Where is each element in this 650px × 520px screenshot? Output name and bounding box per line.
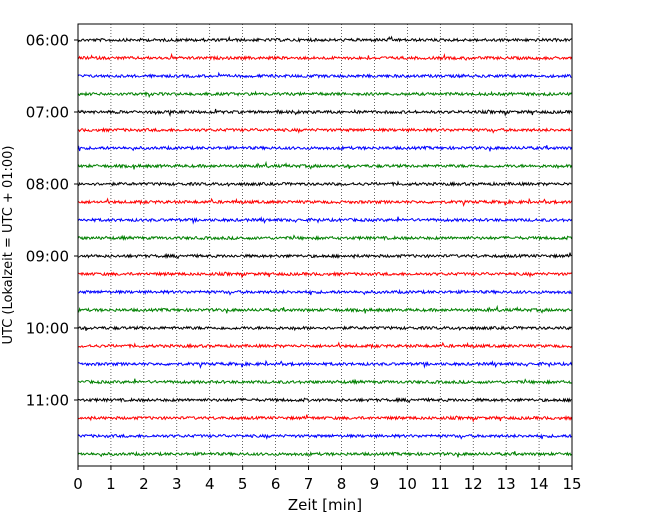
plot-frame (77, 23, 573, 467)
y-tick-label-0700: 07:00 (26, 104, 69, 122)
x-tick-label-7: 7 (304, 475, 314, 493)
x-tick-label-15: 15 (562, 475, 581, 493)
x-tick-label-2: 2 (139, 475, 149, 493)
trace-1130 (77, 433, 572, 440)
x-axis-label: Zeit [min] (288, 496, 362, 514)
trace-1100 (77, 396, 572, 404)
trace-0730 (77, 144, 573, 152)
trace-1000 (77, 325, 572, 332)
trace-0700 (77, 108, 573, 117)
y-axis-label: UTC (Lokalzeit = UTC + 01:00) (1, 146, 16, 345)
x-tick-label-4: 4 (205, 475, 215, 493)
trace-0945 (77, 304, 572, 314)
x-tick-label-0: 0 (73, 475, 83, 493)
trace-1015 (77, 341, 572, 350)
x-tick-label-12: 12 (464, 475, 483, 493)
trace-1030 (77, 359, 573, 370)
x-tick-label-1: 1 (106, 475, 116, 493)
trace-0800 (77, 180, 572, 188)
x-axis-ticks: 0 1 2 3 4 5 6 7 8 9 10 11 12 13 14 15 (73, 466, 582, 493)
trace-1145 (77, 450, 572, 458)
trace-0645 (77, 90, 573, 99)
x-tick-label-14: 14 (530, 475, 549, 493)
x-tick-label-9: 9 (370, 475, 380, 493)
y-axis-ticks: 06:00 07:00 08:00 09:00 10:00 11:00 (26, 32, 78, 410)
trace-0930 (78, 288, 572, 296)
x-tick-label-8: 8 (337, 475, 347, 493)
x-tick-label-10: 10 (398, 475, 417, 493)
trace-0845 (77, 234, 573, 242)
x-tick-label-13: 13 (497, 475, 516, 493)
y-tick-label-1000: 10:00 (26, 320, 69, 338)
seismic-traces (77, 35, 573, 458)
y-tick-label-0900: 09:00 (26, 248, 69, 266)
x-tick-label-11: 11 (431, 475, 450, 493)
trace-1045 (77, 378, 572, 386)
trace-1115 (77, 414, 573, 423)
trace-0745 (77, 160, 573, 170)
trace-0615 (77, 52, 573, 62)
x-tick-label-6: 6 (271, 475, 281, 493)
trace-0815 (77, 197, 573, 208)
y-tick-label-1100: 11:00 (26, 392, 69, 410)
x-tick-label-3: 3 (172, 475, 182, 493)
trace-0900 (77, 252, 572, 260)
trace-0915 (78, 270, 572, 279)
y-tick-label-0600: 06:00 (26, 32, 69, 50)
x-tick-label-5: 5 (238, 475, 248, 493)
trace-0600 (77, 35, 572, 43)
y-tick-label-0800: 08:00 (26, 176, 69, 194)
trace-0715 (77, 126, 572, 134)
plot-area (78, 24, 572, 466)
trace-0830 (77, 216, 573, 225)
trace-0630 (77, 71, 572, 79)
